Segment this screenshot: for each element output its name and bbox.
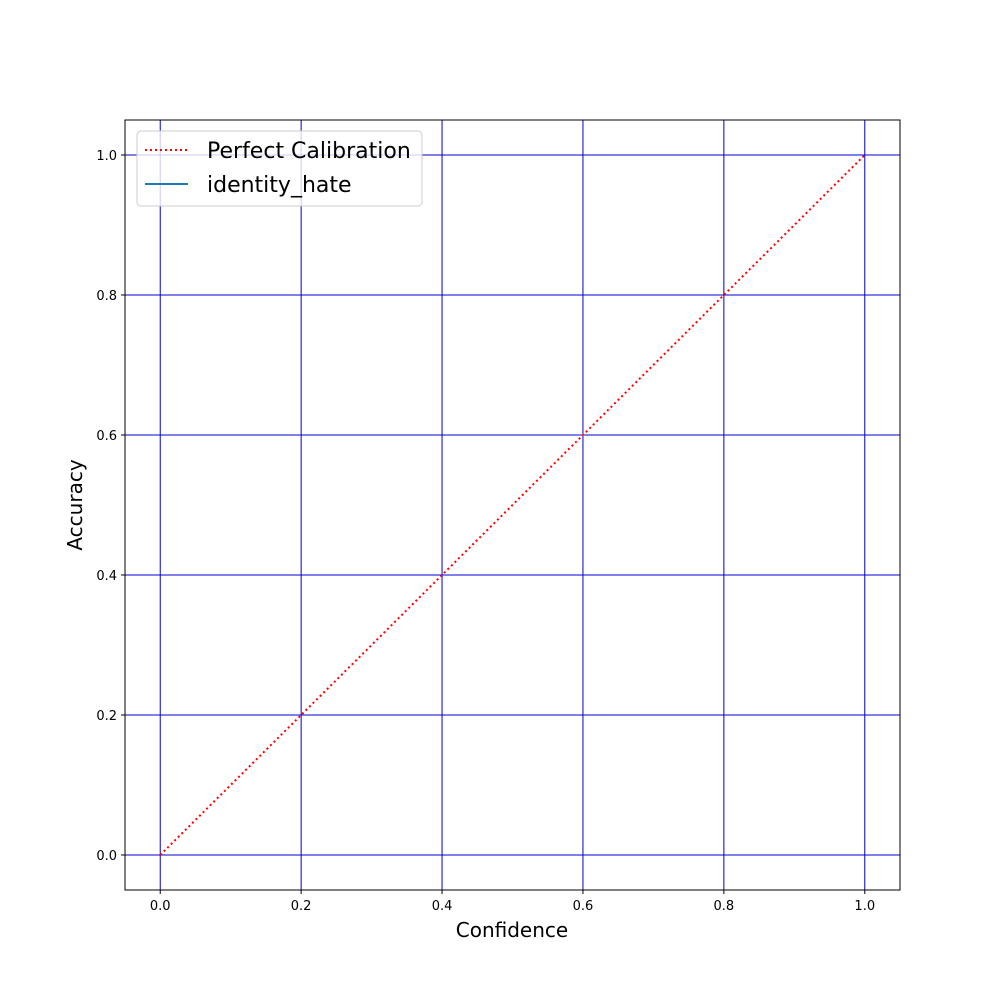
legend-label-perfect-calibration: Perfect Calibration bbox=[207, 139, 411, 164]
plot-frame bbox=[124, 119, 901, 891]
y-axis-title: Accuracy bbox=[63, 459, 87, 550]
x-tick-label: 0.2 bbox=[291, 899, 312, 914]
grid-lines bbox=[125, 120, 900, 890]
y-tick-label: 0.8 bbox=[96, 289, 117, 304]
x-tick-label: 0.6 bbox=[573, 899, 594, 914]
legend-box bbox=[136, 130, 423, 207]
x-axis-title: Confidence bbox=[456, 918, 568, 942]
y-axis-ticks: 0.0 0.2 0.4 0.6 0.8 1.0 bbox=[96, 149, 125, 864]
legend: Perfect Calibration identity_hate bbox=[136, 130, 423, 207]
x-tick-label: 0.0 bbox=[150, 899, 171, 914]
series-lines bbox=[159, 154, 866, 856]
y-tick-label: 0.6 bbox=[96, 429, 117, 444]
legend-label-identity-hate: identity_hate bbox=[207, 173, 352, 198]
y-tick-label: 0.2 bbox=[96, 709, 117, 724]
x-axis-ticks: 0.0 0.2 0.4 0.6 0.8 1.0 bbox=[150, 890, 875, 914]
series-line-perfect-calibration bbox=[159, 154, 866, 856]
y-tick-label: 1.0 bbox=[96, 149, 117, 164]
x-tick-label: 0.4 bbox=[432, 899, 453, 914]
x-tick-label: 1.0 bbox=[854, 899, 875, 914]
x-tick-label: 0.8 bbox=[714, 899, 735, 914]
y-tick-label: 0.0 bbox=[96, 849, 117, 864]
y-tick-label: 0.4 bbox=[96, 569, 117, 584]
